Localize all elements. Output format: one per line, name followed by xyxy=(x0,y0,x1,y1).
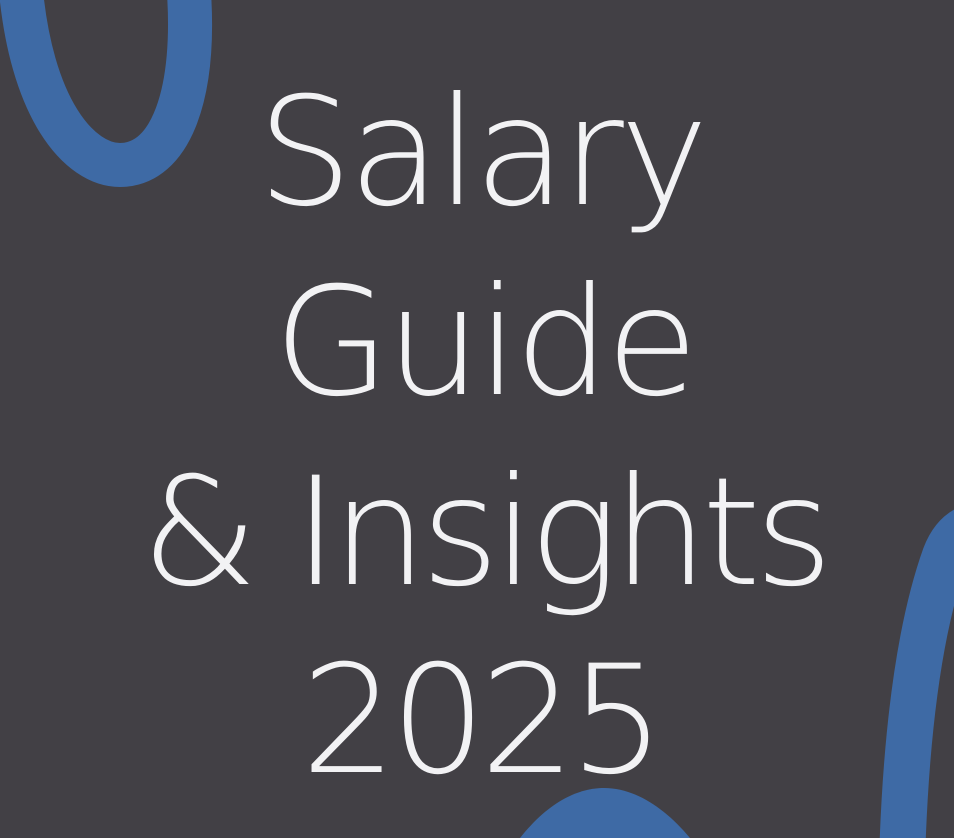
title-line-year: 2025 xyxy=(301,634,665,808)
title-line-salary: Salary xyxy=(257,66,708,240)
blue-stroke-bottom-right xyxy=(879,509,954,838)
title-line-guide: Guide xyxy=(273,256,698,430)
blue-loop-top-left xyxy=(0,0,212,188)
blue-arc-bottom-center xyxy=(520,788,690,838)
title-line-insights: & Insights xyxy=(141,446,833,620)
